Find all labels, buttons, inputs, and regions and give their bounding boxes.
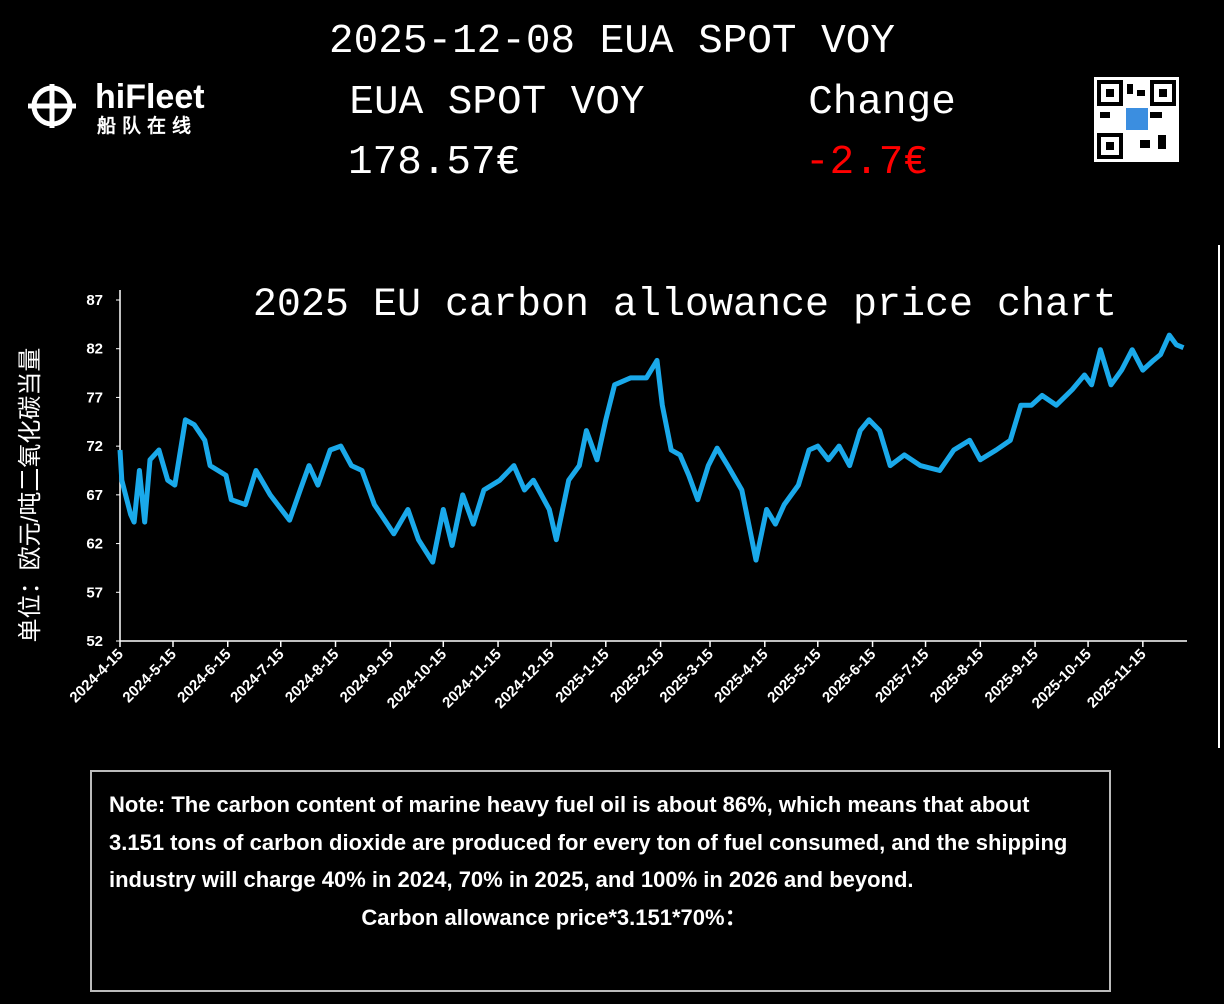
price: 178.57€ bbox=[348, 140, 520, 186]
y-tick-label: 77 bbox=[86, 389, 103, 406]
y-tick-label: 67 bbox=[86, 487, 103, 504]
note-text: Note: The carbon content of marine heavy… bbox=[109, 792, 1068, 892]
instrument-label: EUA SPOT VOY bbox=[349, 80, 644, 126]
y-tick-label: 72 bbox=[86, 438, 103, 455]
note-box: Note: The carbon content of marine heavy… bbox=[90, 770, 1111, 992]
x-tick-label: 2024-4-15 bbox=[66, 646, 126, 706]
x-tick-label: 2024-6-15 bbox=[174, 646, 234, 706]
x-tick-label: 2025-7-15 bbox=[872, 646, 932, 706]
x-tick-label: 2025-3-15 bbox=[656, 646, 716, 706]
x-tick-label: 2024-7-15 bbox=[227, 646, 287, 706]
x-tick-label: 2025-5-15 bbox=[764, 646, 824, 706]
x-tick-label: 2025-8-15 bbox=[927, 646, 987, 706]
header-title: 2025-12-08 EUA SPOT VOY bbox=[329, 19, 895, 65]
note-formula: Carbon allowance price*3.151*70%： bbox=[361, 904, 747, 930]
price-line bbox=[117, 332, 1185, 565]
chart-title: 2025 EU carbon allowance price chart bbox=[253, 283, 1117, 328]
y-axis-label: 单位：欧元/吨二氧化碳当量 bbox=[17, 348, 44, 643]
x-tick-label: 2025-4-15 bbox=[711, 646, 771, 706]
x-tick-label: 2024-5-15 bbox=[119, 646, 179, 706]
x-tick-label: 2025-6-15 bbox=[819, 646, 879, 706]
logo-name: hiFleet bbox=[95, 78, 205, 116]
y-tick-label: 52 bbox=[86, 633, 103, 650]
qr-code bbox=[1094, 77, 1179, 162]
x-tick-label: 2025-11-15 bbox=[1084, 646, 1150, 712]
change-label: Change bbox=[808, 80, 956, 126]
x-tick-label: 2025-1-15 bbox=[552, 646, 612, 706]
change: -2.7€ bbox=[805, 140, 928, 186]
x-tick-label: 2024-8-15 bbox=[282, 646, 342, 706]
y-tick-label: 62 bbox=[86, 536, 103, 553]
y-tick-label: 87 bbox=[86, 292, 103, 309]
y-tick-label: 82 bbox=[86, 341, 103, 358]
y-tick-label: 57 bbox=[86, 584, 103, 601]
logo-icon bbox=[28, 84, 76, 128]
logo-subtitle: 船队在线 bbox=[97, 114, 197, 137]
